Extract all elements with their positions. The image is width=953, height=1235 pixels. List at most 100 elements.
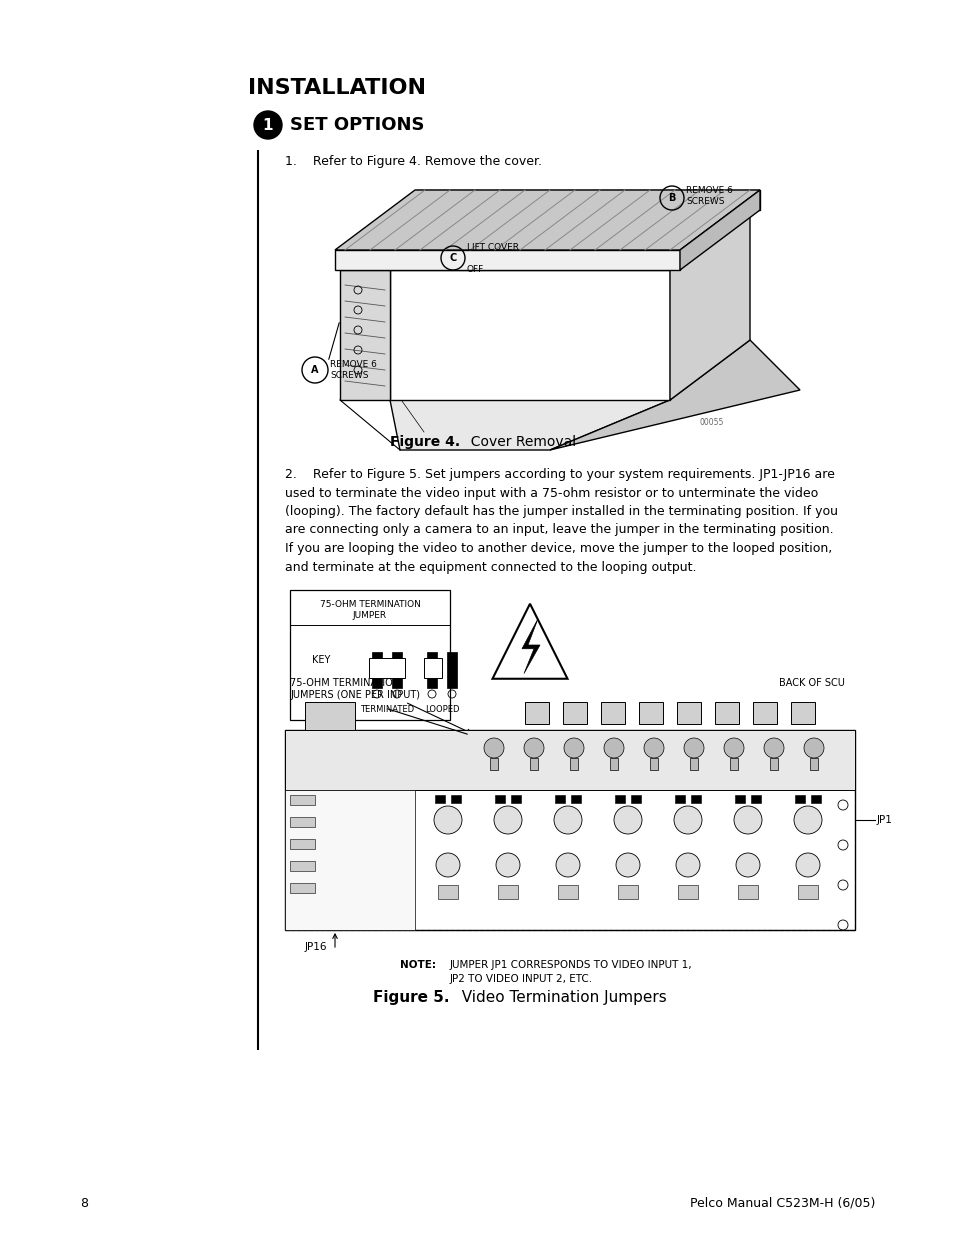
Bar [790, 701, 814, 725]
Bar [734, 795, 744, 803]
Bar [555, 795, 564, 803]
Text: 8: 8 [80, 1197, 88, 1210]
Polygon shape [447, 652, 456, 688]
Text: SET OPTIONS: SET OPTIONS [290, 116, 424, 135]
Text: REMOVE 6
SCREWS: REMOVE 6 SCREWS [330, 361, 376, 379]
Polygon shape [423, 658, 441, 678]
Bar [630, 795, 640, 803]
Circle shape [673, 806, 701, 834]
Text: are connecting only a camera to an input, leave the jumper in the terminating po: are connecting only a camera to an input… [285, 524, 833, 536]
Bar [524, 701, 548, 725]
Text: REMOVE 6
SCREWS: REMOVE 6 SCREWS [685, 186, 732, 206]
Bar [750, 795, 760, 803]
Text: NOTE:: NOTE: [399, 960, 436, 969]
Bar [738, 885, 758, 899]
Circle shape [763, 739, 783, 758]
Polygon shape [392, 652, 401, 688]
Text: INSTALLATION: INSTALLATION [248, 78, 426, 98]
Circle shape [554, 806, 581, 834]
Text: JP1: JP1 [876, 815, 892, 825]
Bar [678, 885, 698, 899]
Circle shape [803, 739, 823, 758]
Bar [290, 795, 314, 805]
Text: 2.    Refer to Figure 5. Set jumpers according to your system requirements. JP1-: 2. Refer to Figure 5. Set jumpers accord… [285, 468, 834, 480]
Bar [530, 758, 537, 769]
Bar [290, 839, 314, 848]
Bar [451, 795, 460, 803]
Bar [677, 701, 700, 725]
Text: 00055: 00055 [700, 417, 723, 427]
Text: used to terminate the video input with a 75-ohm resistor or to unterminate the v: used to terminate the video input with a… [285, 487, 818, 499]
Text: OFF: OFF [467, 266, 484, 274]
Polygon shape [339, 240, 430, 270]
Text: A: A [311, 366, 318, 375]
Polygon shape [335, 249, 679, 270]
Bar [714, 701, 739, 725]
Polygon shape [390, 400, 669, 450]
Polygon shape [390, 270, 669, 400]
Bar [435, 795, 444, 803]
Circle shape [556, 853, 579, 877]
Circle shape [436, 853, 459, 877]
Polygon shape [521, 619, 539, 673]
Polygon shape [550, 340, 800, 450]
Text: Figure 5.: Figure 5. [374, 990, 450, 1005]
Polygon shape [390, 210, 749, 270]
Text: LIFT COVER: LIFT COVER [467, 243, 518, 252]
Circle shape [496, 853, 519, 877]
Bar [285, 730, 854, 790]
Bar [618, 885, 638, 899]
Bar [285, 790, 415, 930]
Bar [437, 885, 457, 899]
Circle shape [614, 806, 641, 834]
Bar [569, 758, 578, 769]
Bar [615, 795, 624, 803]
Text: JUMPER JP1 CORRESPONDS TO VIDEO INPUT 1,: JUMPER JP1 CORRESPONDS TO VIDEO INPUT 1, [450, 960, 692, 969]
Polygon shape [669, 210, 749, 400]
Bar [690, 795, 700, 803]
Text: Figure 4.: Figure 4. [390, 435, 459, 450]
Polygon shape [679, 190, 760, 270]
Text: 75-OHM TERMINATION
JUMPERS (ONE PER INPUT): 75-OHM TERMINATION JUMPERS (ONE PER INPU… [290, 678, 419, 700]
Text: If you are looping the video to another device, move the jumper to the looped po: If you are looping the video to another … [285, 542, 831, 555]
Bar [305, 701, 355, 730]
Circle shape [483, 739, 503, 758]
Bar [497, 885, 517, 899]
Bar [571, 795, 580, 803]
Polygon shape [492, 604, 567, 679]
Circle shape [676, 853, 700, 877]
Bar [558, 885, 578, 899]
Bar [600, 701, 624, 725]
Polygon shape [335, 190, 760, 249]
Bar [562, 701, 586, 725]
Text: TERMINATED: TERMINATED [359, 705, 414, 714]
Bar [495, 795, 504, 803]
Text: 1: 1 [262, 117, 273, 132]
Circle shape [795, 853, 820, 877]
Bar [290, 590, 450, 720]
Bar [809, 758, 817, 769]
Text: KEY: KEY [312, 655, 330, 664]
Text: Video Termination Jumpers: Video Termination Jumpers [452, 990, 666, 1005]
Circle shape [643, 739, 663, 758]
Bar [609, 758, 618, 769]
Circle shape [563, 739, 583, 758]
Bar [490, 758, 497, 769]
Text: and terminate at the equipment connected to the looping output.: and terminate at the equipment connected… [285, 561, 696, 573]
Text: 75-OHM TERMINATION
JUMPER: 75-OHM TERMINATION JUMPER [319, 600, 420, 620]
Text: Cover Removal: Cover Removal [461, 435, 576, 450]
Text: Pelco Manual C523M-H (6/05): Pelco Manual C523M-H (6/05) [689, 1197, 874, 1210]
Circle shape [683, 739, 703, 758]
Bar [794, 795, 804, 803]
Circle shape [434, 806, 461, 834]
Polygon shape [372, 652, 381, 688]
Text: B: B [668, 193, 675, 203]
Bar [689, 758, 698, 769]
Bar [810, 795, 821, 803]
Text: LOOPED: LOOPED [424, 705, 458, 714]
Circle shape [253, 111, 282, 140]
Bar [285, 730, 854, 930]
Bar [752, 701, 776, 725]
Bar [639, 701, 662, 725]
Text: JP2 TO VIDEO INPUT 2, ETC.: JP2 TO VIDEO INPUT 2, ETC. [450, 974, 593, 984]
